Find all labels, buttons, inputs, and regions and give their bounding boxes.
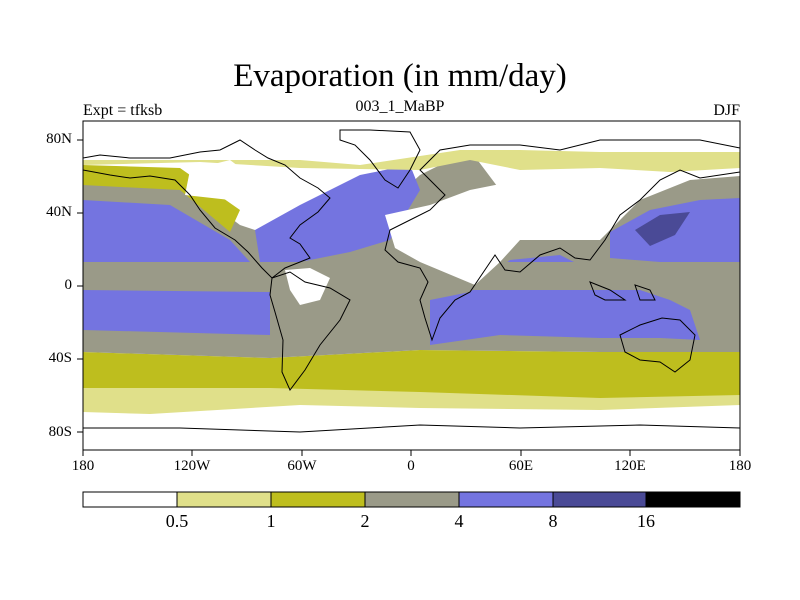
field-arctic-white <box>83 121 740 160</box>
coastline-eurasia-africa <box>384 139 740 342</box>
xtick-label: 60E <box>508 458 534 474</box>
xtick-label: 120E <box>614 458 646 474</box>
colorbar-box-5 <box>552 491 647 508</box>
xtick-label: 180 <box>71 458 95 474</box>
ytick-label: 40N <box>46 204 72 220</box>
colorbar-box-1 <box>176 491 272 508</box>
coastline-greenland <box>339 129 421 189</box>
colorbar-box-0 <box>82 491 178 508</box>
colorbar-box-6 <box>645 491 741 508</box>
colorbar-box-2 <box>270 491 366 508</box>
field-antarctic-white <box>83 425 740 450</box>
coastline-australia <box>619 317 696 373</box>
field-samerica-white <box>285 268 330 305</box>
xtick-label: 60W <box>287 458 317 474</box>
field-kuroshio-darkblue <box>635 212 690 246</box>
field-pacific-blue-south <box>83 290 270 335</box>
colorbar-label: 2 <box>360 511 370 531</box>
xtick-label: 180 <box>728 458 752 474</box>
field-atlantic-blue <box>255 165 420 262</box>
field-equator-grey <box>83 262 740 290</box>
colorbar-box-4 <box>458 491 554 508</box>
colorbar-label: 0.5 <box>165 511 189 531</box>
ytick-label: 80S <box>48 424 72 440</box>
ytick-label: 80N <box>46 131 72 147</box>
ytick-label: 40S <box>48 350 72 366</box>
xtick-label: 0 <box>407 458 415 474</box>
field-sahara-white <box>385 182 620 285</box>
colorbar-label: 16 <box>637 511 655 531</box>
coastline-south-america <box>269 271 351 391</box>
ytick-label: 0 <box>64 277 73 293</box>
colorbar-box-3 <box>364 491 460 508</box>
season-label: DJF <box>713 102 740 119</box>
experiment-label: Expt = tfksb <box>83 102 163 119</box>
coastline-antarctica <box>83 424 740 433</box>
coastline-maritime-continent <box>589 281 656 301</box>
colorbar-label: 4 <box>454 511 464 531</box>
coastlines <box>83 129 740 433</box>
map-title: Evaporation (in mm/day) <box>233 58 567 94</box>
field-south-olive <box>83 350 740 398</box>
colorbar <box>82 491 741 508</box>
field-north-lightyellow <box>83 150 740 172</box>
field-antarctic-edge <box>83 405 740 428</box>
colorbar-label: 8 <box>548 511 558 531</box>
map-fields <box>83 121 740 450</box>
field-namerica-white <box>185 160 250 200</box>
field-north-olive <box>83 165 240 232</box>
xtick-label: 120W <box>173 458 211 474</box>
axis-ticks <box>77 139 741 456</box>
colorbar-label: 1 <box>266 511 276 531</box>
coastline-north-america <box>83 139 331 279</box>
field-pacific-blue <box>83 200 250 262</box>
time-label: 003_1_MaBP <box>355 98 445 115</box>
